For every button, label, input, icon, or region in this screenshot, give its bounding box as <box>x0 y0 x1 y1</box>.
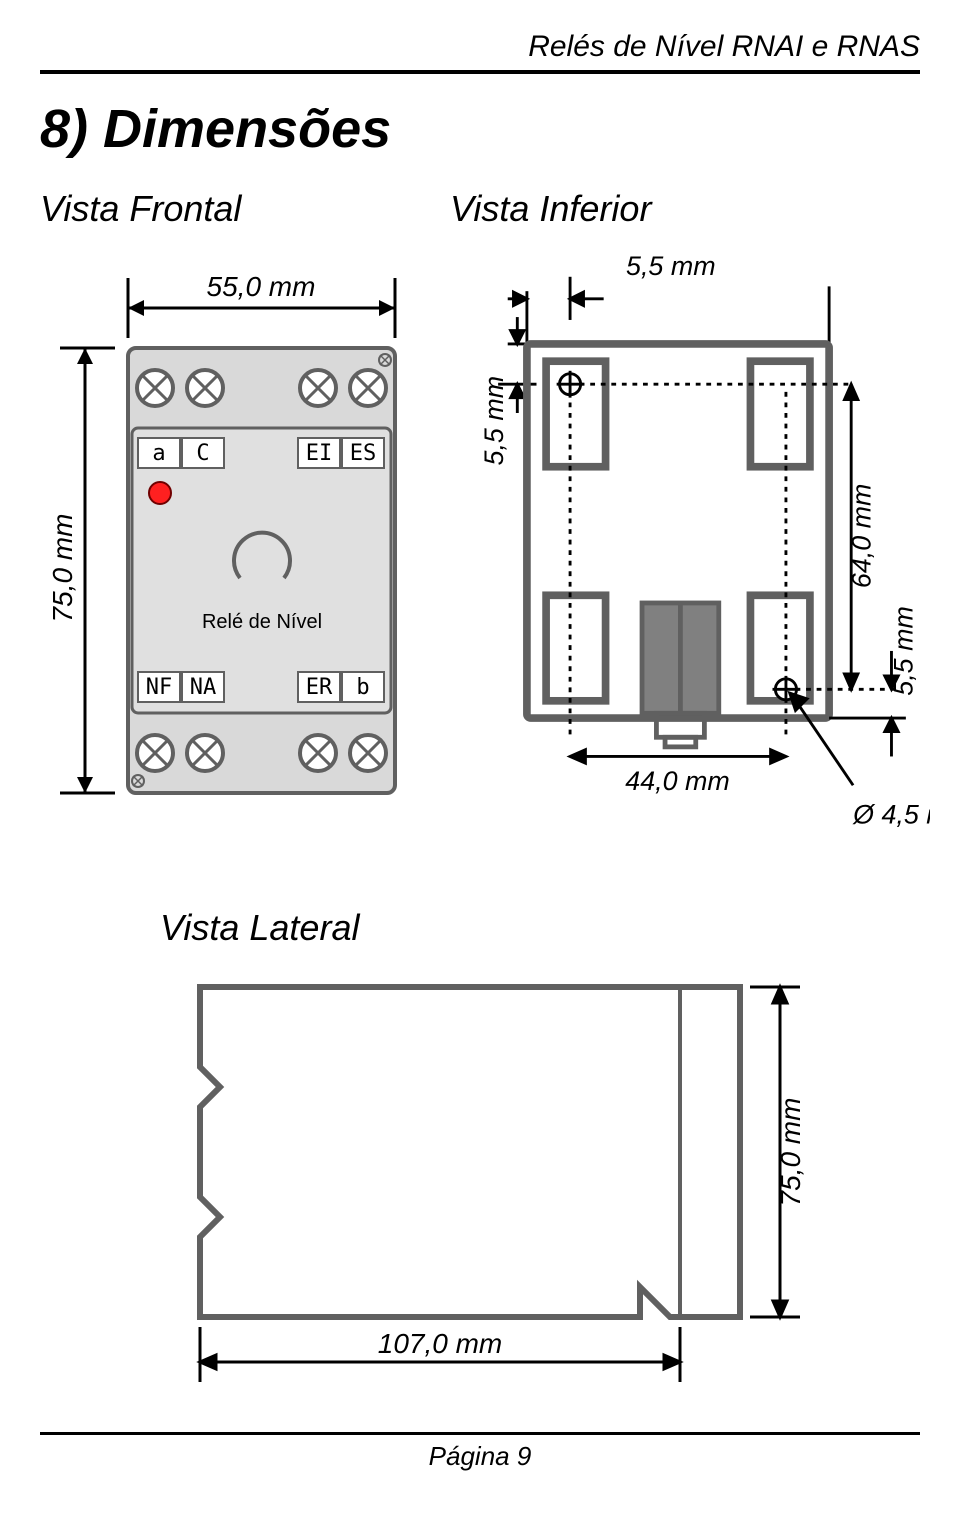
section-title: 8) Dimensões <box>40 98 920 160</box>
side-height-label: 75,0 mm <box>775 1098 806 1207</box>
side-outline <box>200 987 740 1317</box>
front-height-label: 75,0 mm <box>47 514 78 623</box>
bottom-diagram: 5,5 mm <box>450 248 930 862</box>
bottom-hole-label: Ø 4,5 mm <box>852 800 930 830</box>
side-width-label: 107,0 mm <box>378 1328 503 1359</box>
bottom-dim-bottom: 44,0 mm <box>625 766 730 796</box>
side-view: Vista Lateral 107,0 mm 75,0 <box>160 907 920 1412</box>
front-view: Vista Frontal 55,0 mm <box>40 188 420 813</box>
front-diagram: 55,0 mm 75,0 mm <box>40 248 420 808</box>
bottom-view: Vista Inferior 5,5 mm <box>450 188 930 867</box>
device-label: Relé de Nível <box>202 611 322 633</box>
term-c: C <box>196 441 209 466</box>
bottom-view-title: Vista Inferior <box>450 188 930 230</box>
header-rule <box>40 70 920 74</box>
term-ei: EI <box>306 441 333 466</box>
bottom-dim-left: 5,5 mm <box>479 376 509 466</box>
term-a: a <box>152 441 165 466</box>
term-na: NA <box>190 675 217 700</box>
led-icon <box>149 482 171 504</box>
bottom-dim-right2: 5,5 mm <box>889 606 919 696</box>
footer-rule <box>40 1432 920 1435</box>
page-footer: Página 9 <box>40 1441 920 1472</box>
term-es: ES <box>350 441 377 466</box>
bottom-dim-top: 5,5 mm <box>626 251 716 281</box>
bottom-dim-right: 64,0 mm <box>846 484 876 589</box>
term-b: b <box>356 675 369 700</box>
page-header: Relés de Nível RNAI e RNAS <box>40 30 920 64</box>
side-diagram: 107,0 mm 75,0 mm <box>160 967 880 1407</box>
term-nf: NF <box>146 675 173 700</box>
side-view-title: Vista Lateral <box>160 907 920 949</box>
term-er: ER <box>306 675 333 700</box>
front-view-title: Vista Frontal <box>40 188 420 230</box>
front-width-label: 55,0 mm <box>207 271 316 302</box>
device-body: a C EI ES Relé de Nível <box>128 348 395 793</box>
